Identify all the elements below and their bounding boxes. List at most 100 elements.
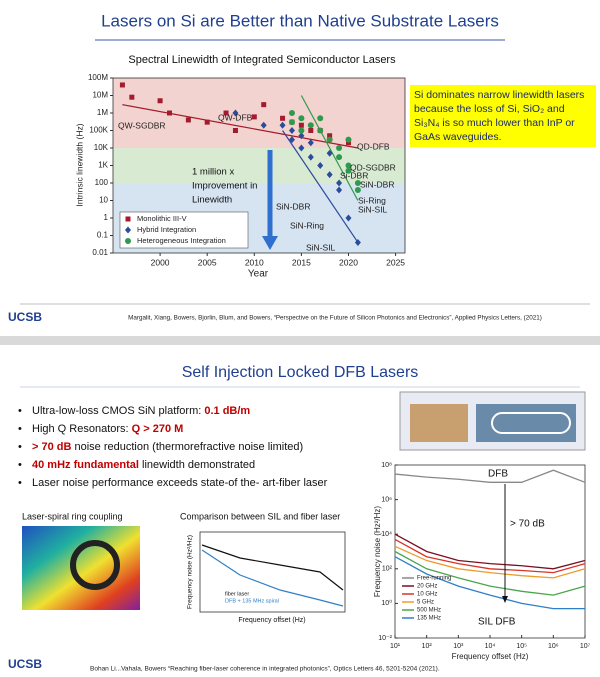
point [288, 136, 295, 144]
annotation: > 70 dB [510, 519, 545, 530]
point [336, 179, 343, 187]
bullet-text: 0.1 dB/m [204, 405, 251, 417]
legend-label: 135 MHz [417, 616, 441, 622]
point [204, 119, 210, 125]
x-tick-label: 10⁴ [485, 643, 496, 650]
annotation: Si-Ring [358, 195, 386, 205]
slide-title: Self Injection Locked DFB Lasers [182, 364, 419, 381]
point [298, 115, 305, 122]
point [345, 140, 351, 146]
legend-label: Free-running [417, 576, 451, 582]
y-tick-label: 10⁶ [381, 496, 392, 503]
y-tick-label: 10M [92, 91, 108, 100]
annotation: DFB [488, 469, 508, 480]
x-tick-label: 10³ [453, 643, 464, 650]
bullet-list: Ultra-low-loss CMOS SiN platform: 0.1 dB… [18, 402, 388, 492]
bullet-text: Q > 270 M [131, 423, 184, 435]
inset-x-label: Frequency offset (Hz) [238, 617, 305, 624]
y-tick-label: 0.01 [92, 248, 108, 257]
annotation: QD-SGDBR [350, 162, 396, 172]
point [354, 238, 361, 246]
point [317, 115, 324, 122]
x-axis-label: Year [248, 269, 269, 280]
y-tick-label: 1 [104, 213, 109, 222]
photo-detail [70, 540, 120, 590]
citation: Bohan Li...Vahala, Bowers “Reaching fibe… [90, 666, 440, 673]
series-line [394, 533, 586, 570]
citation: Margalit, Xiang, Bowers, Bjorlin, Blum, … [128, 315, 542, 322]
point [307, 139, 314, 147]
bullet-text: noise reduction (thermorefractive noise … [71, 441, 304, 453]
series-line [394, 538, 586, 574]
point [345, 136, 352, 143]
legend-label: 5 GHz [417, 600, 434, 606]
point [261, 102, 267, 108]
inset-curve [201, 544, 344, 591]
x-tick-label: 2000 [151, 257, 170, 267]
bullet: 40 mHz fundamental linewidth demonstrate… [18, 456, 388, 474]
point [354, 186, 361, 193]
legend-label: Hybrid Integration [137, 225, 196, 234]
x-tick-label: 2005 [198, 257, 217, 267]
point [345, 214, 352, 222]
annotation: QW-DFB [218, 112, 253, 122]
x-tick-label: 10⁶ [548, 643, 559, 650]
point [288, 119, 295, 126]
logo: UCSB [8, 310, 42, 324]
point [280, 115, 286, 121]
bullet-text: Laser noise performance exceeds state-of… [32, 477, 328, 489]
point [327, 133, 333, 139]
trend-line [300, 95, 359, 201]
point [307, 122, 314, 129]
point [345, 162, 352, 169]
inset-legend: DFB + 135 MHz spiral [225, 598, 279, 604]
band [113, 148, 405, 183]
point [167, 110, 173, 116]
point [125, 216, 131, 222]
chip-diagram [491, 412, 571, 434]
bullet-text: linewidth demonstrated [138, 459, 256, 471]
annotation: QW-SGDBR [118, 120, 166, 130]
bullet-text: Ultra-low-loss CMOS SiN platform: [32, 405, 205, 417]
y-tick-label: 10K [94, 143, 109, 152]
annotation: SIL DFB [478, 617, 516, 628]
point [345, 167, 352, 174]
y-tick-label: 0.1 [97, 231, 109, 240]
series-line [394, 469, 586, 483]
point [298, 127, 305, 134]
annotation: SiN-DBR [360, 179, 394, 189]
point [317, 127, 324, 134]
point [288, 127, 295, 134]
point [288, 110, 295, 116]
annotation: SiN-SIL [306, 242, 336, 252]
point [298, 122, 304, 128]
inset-curve [201, 549, 344, 607]
y-axis-label: Frequency noise (Hz²/Hz) [373, 506, 382, 597]
annotation: SiN-Ring [290, 220, 324, 230]
legend-box [119, 211, 249, 249]
bullet: Laser noise performance exceeds state-of… [18, 474, 388, 492]
legend-label: Monolithic III-V [137, 214, 187, 223]
photo [22, 526, 140, 610]
bullet-text: High Q Resonators: [32, 423, 132, 435]
caption: Comparison between SIL and fiber laser [180, 511, 340, 521]
arrow-head [262, 236, 278, 250]
y-tick-label: 100 [95, 178, 109, 187]
logo: UCSB [8, 657, 42, 671]
point [308, 128, 314, 133]
point [336, 154, 343, 161]
inset-y-label: Frequency noise (Hz²/Hz) [187, 535, 194, 609]
point [223, 110, 229, 116]
trend-line [282, 130, 359, 243]
annotation: Linewidth [192, 195, 232, 206]
point [317, 162, 324, 169]
legend-label: 20 GHz [417, 584, 437, 590]
band [113, 78, 405, 148]
legend-label: Heterogeneous Integration [137, 236, 226, 245]
legend-label: 10 GHz [417, 592, 437, 598]
chip-diagram [410, 404, 468, 442]
point [307, 153, 314, 161]
inset-legend: fiber laser [225, 591, 249, 597]
